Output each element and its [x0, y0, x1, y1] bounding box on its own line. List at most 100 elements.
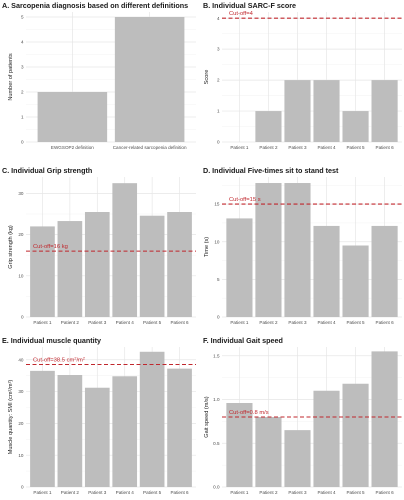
- y-tick-label: 4: [21, 40, 24, 45]
- x-tick-label: Patient 3: [288, 145, 307, 150]
- bar-2: [57, 221, 83, 317]
- bar-3: [284, 430, 311, 487]
- y-tick-label: 0: [217, 140, 220, 145]
- y-tick-label: 4: [217, 16, 220, 21]
- y-tick-label: 0.5: [213, 441, 220, 446]
- y-tick-label: 1.5: [213, 353, 220, 358]
- y-axis-label: Number of patients: [8, 53, 14, 100]
- bar-4: [112, 183, 138, 317]
- y-tick-label: 2: [217, 78, 220, 83]
- x-tick-label: Patient 5: [346, 490, 365, 495]
- x-tick-label: Patient 2: [259, 490, 278, 495]
- bar-2: [255, 111, 282, 142]
- x-tick-label: Patient 5: [346, 320, 365, 325]
- x-tick-label: Patient 4: [116, 490, 135, 495]
- bar-2: [57, 375, 83, 487]
- y-tick-label: 0: [21, 140, 24, 145]
- y-axis-label: Grip strength (kg): [8, 225, 14, 269]
- y-tick-label: 30: [18, 191, 24, 196]
- y-axis-label: Gait speed (m/s): [204, 396, 210, 437]
- bar-6: [371, 80, 398, 142]
- bar-2: [255, 417, 282, 487]
- panel-title: F. Individual Gait speed: [203, 336, 283, 345]
- y-tick-label: 15: [214, 202, 220, 207]
- y-axis-label: Score: [204, 70, 210, 85]
- panel-e: E. Individual muscle quantity 0 10 20 30 40 Pa…: [2, 336, 196, 495]
- bar-3: [284, 80, 311, 142]
- x-tick-label: Patient 3: [288, 490, 307, 495]
- y-tick-label: 0: [21, 485, 24, 490]
- bar-3: [284, 183, 311, 317]
- panel-f: F. Individual Gait speed 0.0 0.5 1.0 1.5 Pati…: [203, 336, 402, 495]
- y-tick-label: 0: [21, 315, 24, 320]
- x-tick-label: Patient 6: [376, 490, 395, 495]
- y-tick-label: 1: [21, 115, 24, 120]
- panel-title: C. Individual Grip strength: [2, 166, 92, 175]
- x-tick-label: Patient 6: [376, 145, 395, 150]
- y-tick-label: 2: [21, 90, 24, 95]
- x-tick-label: Patient 4: [116, 320, 135, 325]
- x-tick-label: Patient 1: [230, 320, 249, 325]
- panel-title: E. Individual muscle quantity: [2, 336, 101, 345]
- bar-4: [313, 390, 340, 487]
- bar-1: [37, 92, 108, 142]
- x-tick-label: Cancer-related sarcopenia definition: [113, 145, 187, 150]
- y-axis-label: Muscle quantity: SMI (cm²/m²): [8, 380, 14, 455]
- cutoff-label: Cut-off=0.8 m/s: [229, 410, 269, 416]
- x-tick-label: Patient 1: [230, 145, 249, 150]
- x-tick-label: Patient 3: [88, 490, 107, 495]
- bar-4: [313, 225, 340, 317]
- x-tick-label: Patient 4: [317, 145, 336, 150]
- panel-title: A. Sarcopenia diagnosis based on differe…: [2, 1, 188, 10]
- x-tick-label: Patient 2: [259, 320, 278, 325]
- bar-3: [84, 387, 110, 487]
- y-tick-label: 30: [18, 389, 24, 394]
- y-tick-label: 0: [217, 315, 220, 320]
- bar-5: [342, 245, 369, 317]
- bar-5: [139, 215, 165, 317]
- bar-4: [313, 80, 340, 142]
- x-tick-label: Patient 4: [317, 490, 336, 495]
- x-tick-label: Patient 2: [61, 490, 80, 495]
- y-tick-label: 5: [21, 15, 24, 20]
- bar-5: [342, 111, 369, 142]
- x-tick-label: Patient 5: [143, 490, 162, 495]
- y-tick-label: 10: [214, 239, 220, 244]
- x-tick-label: Patient 3: [88, 320, 107, 325]
- bar-1: [30, 370, 55, 487]
- x-tick-label: Patient 1: [33, 490, 52, 495]
- bar-5: [139, 351, 165, 487]
- bar-3: [84, 212, 110, 317]
- bar-6: [371, 351, 398, 487]
- cutoff-label: Cut-off=4: [229, 11, 254, 17]
- bar-6: [167, 212, 192, 317]
- cutoff-label: Cut-off=15 s: [229, 197, 261, 203]
- bar-5: [342, 383, 369, 487]
- bar-1: [30, 226, 55, 317]
- bar-1: [226, 218, 253, 317]
- panel-a: A. Sarcopenia diagnosis based on differe…: [2, 1, 196, 150]
- y-tick-label: 3: [217, 47, 220, 52]
- x-tick-label: Patient 6: [170, 320, 189, 325]
- y-tick-label: 3: [21, 65, 24, 70]
- x-tick-label: Patient 6: [376, 320, 395, 325]
- panel-title: B. Individual SARC-F score: [203, 1, 296, 10]
- cutoff-label: Cut-off=38.5 cm2/m2: [33, 356, 85, 363]
- y-tick-label: 20: [18, 232, 24, 237]
- bar-4: [112, 376, 138, 487]
- x-tick-label: Patient 5: [143, 320, 162, 325]
- x-tick-label: Patient 1: [33, 320, 52, 325]
- x-tick-label: Patient 2: [61, 320, 80, 325]
- x-tick-label: Patient 3: [288, 320, 307, 325]
- x-tick-label: EWGSOP2 definition: [51, 145, 94, 150]
- x-tick-label: Patient 1: [230, 490, 249, 495]
- y-tick-label: 5: [217, 277, 220, 282]
- bar-2: [255, 183, 282, 317]
- y-tick-label: 10: [18, 273, 24, 278]
- panel-b: B. Individual SARC-F score 0 1 2 3 4 Patient 1…: [203, 1, 402, 150]
- y-tick-label: 20: [18, 421, 24, 426]
- bar-6: [167, 368, 192, 487]
- panel-d: D. Individual Five-times sit to stand te…: [203, 166, 402, 325]
- bar-6: [371, 225, 398, 317]
